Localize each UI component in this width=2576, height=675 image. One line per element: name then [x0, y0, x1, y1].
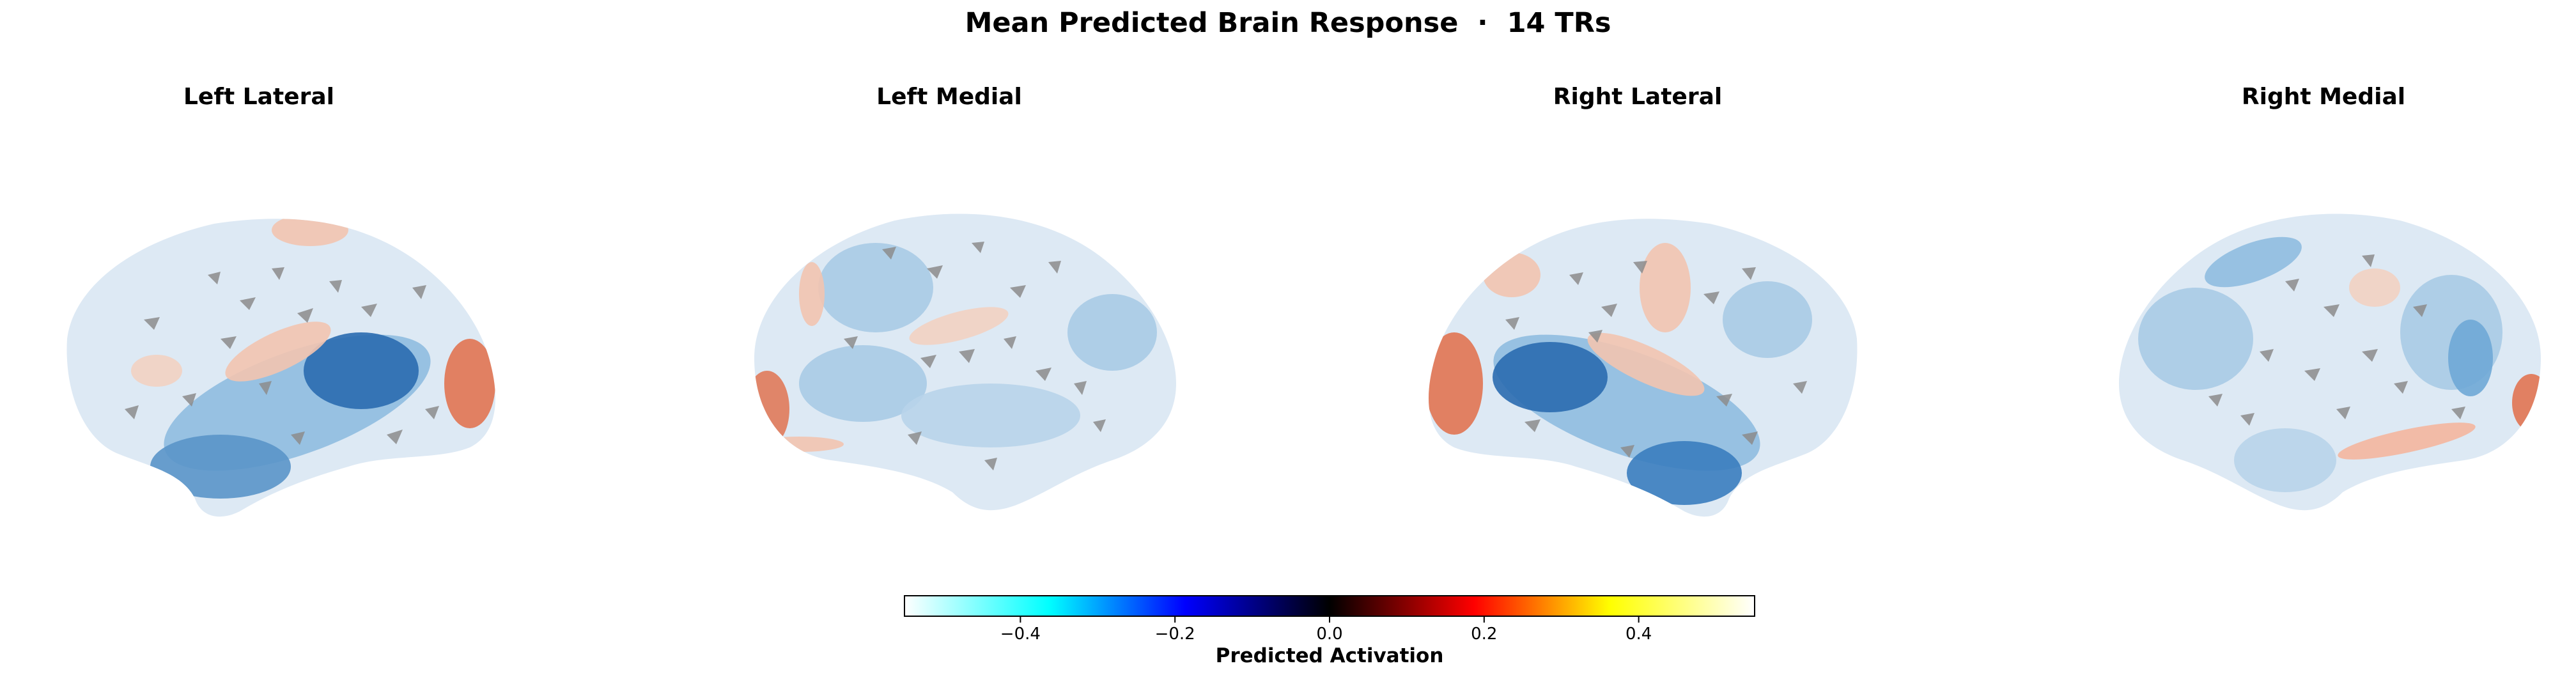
colorbar-tick-label: 0.2: [1471, 625, 1498, 644]
figure-title: Mean Predicted Brain Response · 14 TRs: [965, 7, 1611, 39]
colorbar-label: Predicted Activation: [1215, 644, 1444, 667]
colorbar-tick-label: 0.0: [1316, 625, 1343, 644]
colorbar-tick-label: −0.4: [1000, 625, 1041, 644]
brain-left-medial: [754, 213, 1176, 511]
panel-title-left-lateral: Left Lateral: [183, 84, 334, 110]
panel-title-left-medial: Left Medial: [876, 84, 1022, 110]
colorbar-tick-label: −0.2: [1154, 625, 1195, 644]
brain-left-lateral: [66, 219, 495, 517]
colorbar-tick-label: 0.4: [1625, 625, 1652, 644]
panel-title-right-lateral: Right Lateral: [1553, 84, 1723, 110]
panel-title-right-medial: Right Medial: [2241, 84, 2406, 110]
brain-right-lateral: [1429, 219, 1858, 517]
colorbar-gradient: [904, 595, 1755, 617]
brain-right-medial: [2119, 213, 2541, 511]
